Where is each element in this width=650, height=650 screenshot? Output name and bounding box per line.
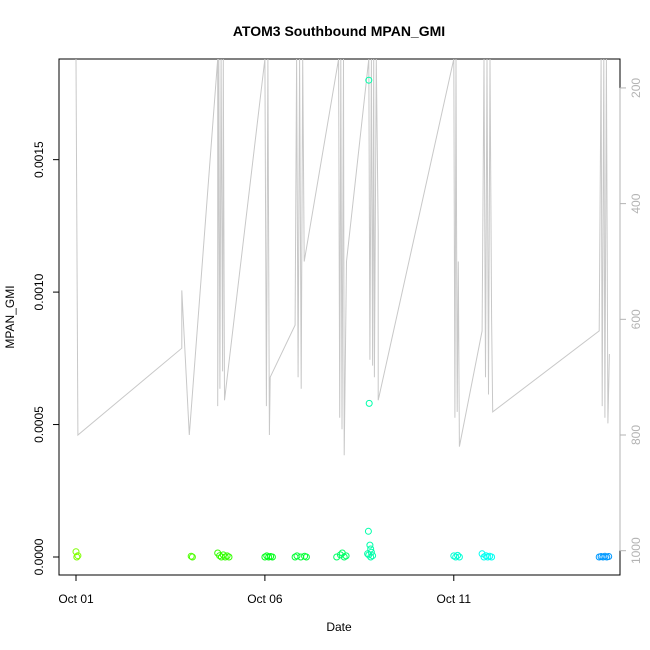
data-point <box>365 551 373 559</box>
points-layer <box>72 76 613 561</box>
secondary-line-layer <box>75 59 610 456</box>
y-axis: 0.0000 0.0005 0.0010 0.0015 <box>32 141 60 575</box>
y2-tick-label: 400 <box>629 193 643 213</box>
data-point <box>365 76 373 84</box>
y2-tick-label: 800 <box>629 425 643 445</box>
x-axis: Oct 01 Oct 06 Oct 11 <box>58 574 472 606</box>
y2-axis: 200 400 600 800 1000 <box>619 78 643 564</box>
data-point <box>225 553 233 561</box>
data-point <box>366 541 374 549</box>
y-tick-label: 0.0010 <box>32 273 46 310</box>
data-point <box>73 553 81 561</box>
data-point <box>455 553 463 561</box>
y2-tick-label: 200 <box>629 78 643 98</box>
data-point <box>187 552 195 560</box>
y-tick-label: 0.0015 <box>32 141 46 178</box>
y-axis-label: MPAN_GMI <box>3 285 17 348</box>
y2-tick-label: 600 <box>629 309 643 329</box>
data-point <box>188 553 196 561</box>
secondary-series-line <box>75 59 610 456</box>
data-point <box>364 550 372 558</box>
data-point <box>74 552 82 560</box>
data-point <box>72 548 80 556</box>
data-point <box>488 553 496 561</box>
data-point <box>364 527 372 535</box>
data-point <box>365 399 373 407</box>
x-tick-label: Oct 01 <box>58 592 94 606</box>
chart-title: ATOM3 Southbound MPAN_GMI <box>233 23 445 39</box>
data-point <box>605 553 613 560</box>
data-point <box>293 552 301 560</box>
data-point <box>302 553 310 561</box>
data-point <box>333 553 341 561</box>
y2-tick-label: 1000 <box>629 537 643 564</box>
data-point <box>268 553 276 561</box>
x-tick-label: Oct 11 <box>437 592 472 606</box>
x-tick-label: Oct 06 <box>247 592 283 606</box>
data-point <box>452 553 460 561</box>
data-point <box>454 551 462 559</box>
data-point <box>342 552 350 560</box>
y-tick-label: 0.0005 <box>32 406 46 443</box>
x-axis-label: Date <box>326 620 352 634</box>
y-tick-label: 0.0000 <box>32 538 46 575</box>
